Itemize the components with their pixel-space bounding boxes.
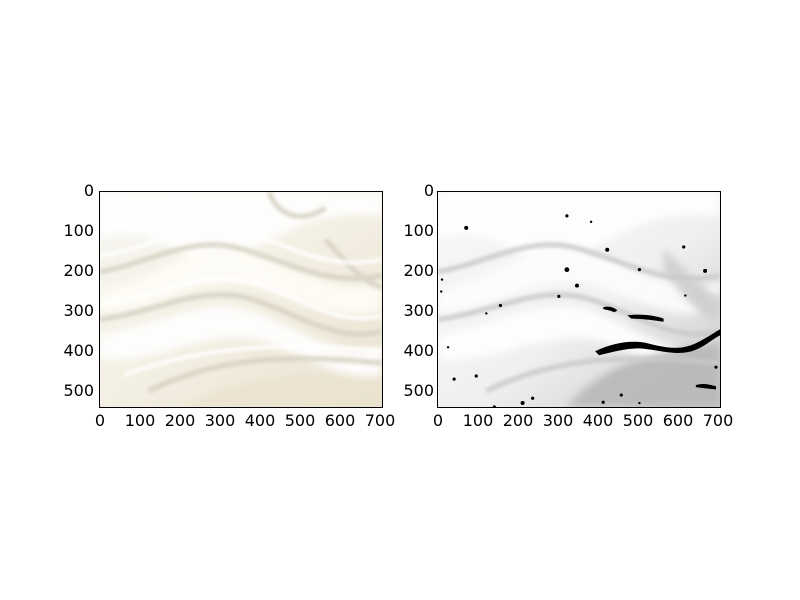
y-tick-label: 300 [63,301,94,320]
y-tick-label: 300 [403,301,434,320]
x-tick-label: 200 [502,411,534,430]
x-tick-label: 500 [622,411,654,430]
x-tick-label: 600 [662,411,694,430]
y-tick-label: 200 [403,261,434,280]
right-panel: 0 100 200 300 400 500 0 100 200 300 400 … [400,0,800,600]
y-tick-mark [99,191,104,192]
x-tick-label: 700 [364,411,396,430]
y-tick-label: 500 [63,381,94,400]
y-tick-label: 0 [423,181,434,200]
y-tick-label: 100 [403,221,434,240]
x-tick-label: 100 [462,411,494,430]
x-tick-label: 700 [702,411,734,430]
processed-silk-image [438,192,720,407]
x-tick-label: 100 [124,411,156,430]
y-tick-label: 0 [83,181,94,200]
original-image-axes [99,191,383,408]
x-tick-label: 600 [324,411,356,430]
x-tick-label: 400 [582,411,614,430]
left-panel: 0 100 200 300 400 500 0 100 200 300 400 … [63,181,396,430]
x-tick-label: 0 [432,411,444,430]
y-tick-label: 500 [403,381,434,400]
x-tick-label: 200 [164,411,196,430]
x-tick-label: 0 [94,411,106,430]
y-tick-label: 100 [63,221,94,240]
processed-image-axes [437,191,721,408]
y-tick-label: 200 [63,261,94,280]
x-tick-label: 500 [284,411,316,430]
x-tick-label: 300 [204,411,236,430]
x-tick-label: 300 [542,411,574,430]
speckle-regions [440,214,720,407]
original-silk-image [100,192,382,407]
y-tick-label: 400 [63,341,94,360]
x-tick-label: 400 [244,411,276,430]
y-tick-label: 400 [403,341,434,360]
